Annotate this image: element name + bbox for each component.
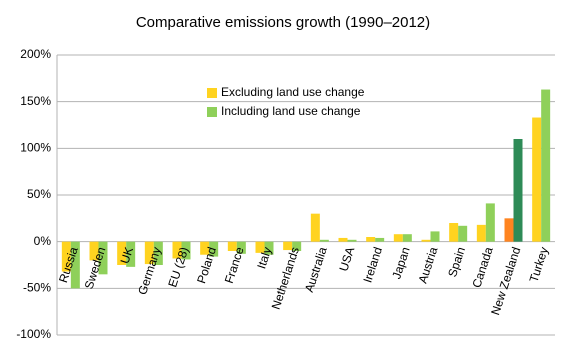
bar <box>172 241 182 259</box>
bar <box>532 117 542 242</box>
bar <box>209 241 219 257</box>
bar <box>449 223 459 242</box>
bar <box>485 203 495 242</box>
bar <box>227 241 237 251</box>
bar <box>541 89 551 242</box>
bar <box>310 213 320 242</box>
x-tick-label: Australia <box>302 245 330 294</box>
y-tick-label: -50% <box>23 281 51 295</box>
bar <box>117 241 127 265</box>
y-tick-label: 0% <box>34 234 52 248</box>
x-tick-label: Italy <box>254 245 274 270</box>
x-tick-label: Spain <box>445 245 468 279</box>
bar <box>504 218 514 242</box>
x-tick-label: Japan <box>389 245 412 280</box>
bar <box>393 234 403 242</box>
x-tick-label: USA <box>336 245 357 273</box>
bar <box>375 237 385 242</box>
bar <box>200 241 210 255</box>
bar <box>338 237 348 242</box>
bar <box>144 241 154 265</box>
legend-swatch <box>207 107 217 117</box>
x-tick-label: UK <box>118 245 136 265</box>
bar <box>402 234 412 242</box>
y-tick-label: 100% <box>20 141 51 155</box>
bar <box>476 224 486 242</box>
bar <box>153 241 163 265</box>
bar <box>126 241 136 267</box>
bar <box>366 237 376 242</box>
x-tick-label: EU (28) <box>165 245 191 289</box>
bar <box>236 241 246 254</box>
y-tick-label: 150% <box>20 94 51 108</box>
bar <box>347 239 357 242</box>
bar <box>421 239 431 242</box>
bar <box>513 139 523 242</box>
chart-title: Comparative emissions growth (1990–2012) <box>136 14 430 31</box>
y-tick-label: 50% <box>27 187 51 201</box>
bar <box>61 241 71 272</box>
legend-label: Including land use change <box>221 104 361 118</box>
bar <box>430 231 440 242</box>
x-tick-label: Turkey <box>527 245 552 284</box>
x-tick-label: Austria <box>416 245 441 285</box>
x-tick-label: Ireland <box>360 245 385 284</box>
legend-label: Excluding land use change <box>221 85 365 99</box>
x-tick-label: Poland <box>194 245 219 285</box>
bar <box>292 241 302 251</box>
x-tick-label: Netherlands <box>269 245 302 311</box>
x-tick-label: France <box>222 245 247 285</box>
legend-swatch <box>207 88 217 98</box>
bar <box>264 241 274 255</box>
bar <box>70 241 80 289</box>
bar <box>98 241 108 275</box>
bar <box>458 225 468 242</box>
x-tick-label: Canada <box>469 245 495 290</box>
y-tick-label: 200% <box>20 47 51 61</box>
bar <box>283 241 293 251</box>
y-tick-label: -100% <box>16 327 51 341</box>
bar <box>181 241 191 260</box>
bar <box>319 239 329 242</box>
bar <box>255 241 265 253</box>
bar <box>89 241 99 261</box>
